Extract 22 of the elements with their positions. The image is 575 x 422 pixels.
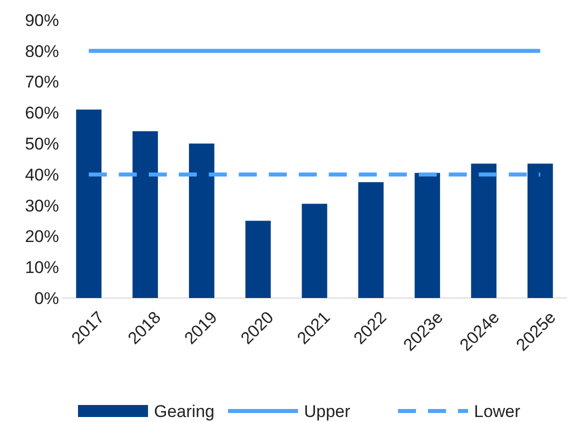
bar (358, 182, 384, 298)
y-tick-label: 10% (24, 258, 59, 278)
y-tick-label: 40% (24, 165, 59, 184)
y-tick-label: 70% (24, 72, 59, 92)
y-tick-label: 80% (24, 42, 59, 61)
legend-label: Upper (304, 402, 351, 421)
bar (471, 164, 496, 298)
bar (414, 172, 440, 298)
bar (528, 164, 553, 298)
bar (132, 131, 158, 298)
y-tick-label: 60% (24, 104, 59, 123)
y-tick-label: 50% (24, 134, 59, 154)
bar (245, 220, 271, 298)
legend-label: Lower (474, 402, 521, 421)
bar (302, 204, 328, 298)
bar (76, 110, 102, 298)
legend-label: Gearing (154, 402, 214, 421)
y-tick-label: 90% (24, 10, 59, 30)
bar (188, 144, 214, 298)
y-tick-label: 20% (24, 227, 59, 246)
y-tick-label: 30% (24, 196, 59, 216)
y-tick-label: 0% (34, 288, 59, 308)
